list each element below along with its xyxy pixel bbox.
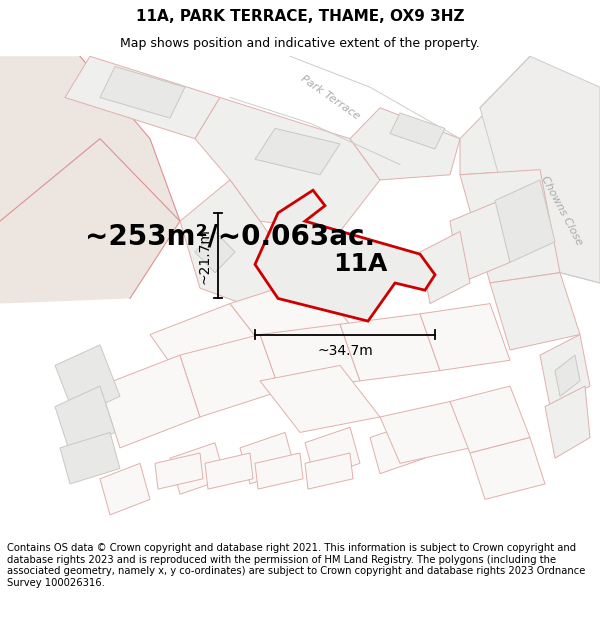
Text: ~253m²/~0.063ac.: ~253m²/~0.063ac. [85, 222, 375, 251]
Polygon shape [270, 293, 340, 350]
Polygon shape [420, 304, 510, 371]
Polygon shape [305, 428, 360, 479]
Polygon shape [0, 56, 180, 304]
Polygon shape [390, 113, 445, 149]
Polygon shape [255, 453, 303, 489]
Polygon shape [540, 334, 590, 407]
Polygon shape [205, 453, 253, 489]
Polygon shape [180, 180, 300, 314]
Polygon shape [495, 180, 555, 262]
Polygon shape [260, 324, 360, 391]
Polygon shape [195, 231, 235, 272]
Polygon shape [255, 128, 340, 175]
Polygon shape [450, 386, 530, 453]
Text: ~34.7m: ~34.7m [317, 344, 373, 358]
Text: 11A: 11A [333, 253, 387, 276]
Polygon shape [255, 190, 435, 321]
Polygon shape [230, 278, 350, 355]
Polygon shape [480, 56, 600, 283]
Polygon shape [100, 355, 200, 448]
Polygon shape [65, 56, 220, 139]
Polygon shape [370, 422, 425, 474]
Polygon shape [555, 355, 580, 396]
Polygon shape [350, 107, 460, 180]
Polygon shape [260, 366, 380, 432]
Polygon shape [420, 231, 470, 304]
Text: Park Terrace: Park Terrace [299, 73, 361, 121]
Text: ~21.7m: ~21.7m [197, 228, 211, 284]
Text: Map shows position and indicative extent of the property.: Map shows position and indicative extent… [120, 38, 480, 51]
Polygon shape [180, 334, 280, 417]
Polygon shape [305, 453, 353, 489]
Polygon shape [340, 314, 440, 381]
Text: Contains OS data © Crown copyright and database right 2021. This information is : Contains OS data © Crown copyright and d… [7, 543, 586, 588]
Polygon shape [450, 201, 510, 283]
Polygon shape [155, 453, 203, 489]
Polygon shape [460, 169, 560, 283]
Polygon shape [150, 304, 270, 391]
Polygon shape [100, 66, 185, 118]
Polygon shape [240, 432, 295, 484]
Polygon shape [100, 463, 150, 515]
Polygon shape [545, 386, 590, 458]
Text: Chowns Close: Chowns Close [539, 174, 584, 248]
Polygon shape [60, 432, 120, 484]
Polygon shape [55, 386, 115, 453]
Polygon shape [380, 401, 470, 463]
Polygon shape [460, 107, 560, 175]
Polygon shape [195, 98, 380, 231]
Text: 11A, PARK TERRACE, THAME, OX9 3HZ: 11A, PARK TERRACE, THAME, OX9 3HZ [136, 9, 464, 24]
Polygon shape [55, 345, 120, 417]
Polygon shape [170, 442, 225, 494]
Polygon shape [490, 272, 580, 350]
Polygon shape [470, 438, 545, 499]
